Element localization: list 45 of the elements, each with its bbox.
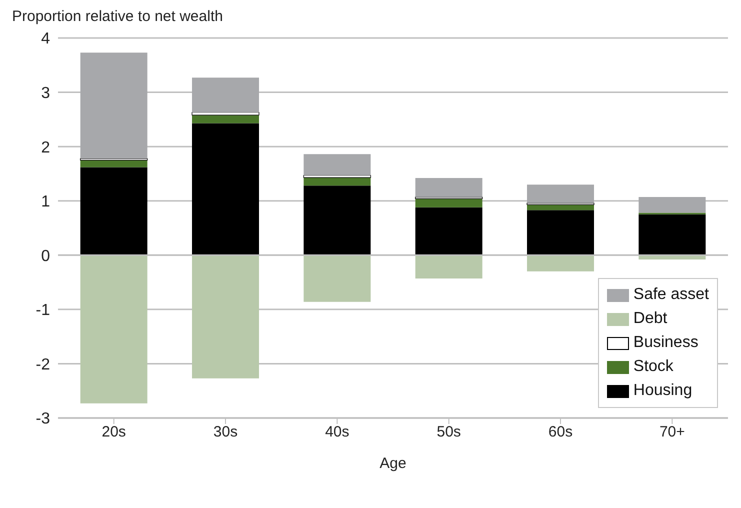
bar [192,123,259,256]
y-tick-label: 2 [41,139,50,156]
bar [638,214,706,256]
x-tick-label: 60s [548,424,573,441]
bar [415,178,482,198]
y-axis-title: Proportion relative to net wealth [12,8,223,25]
legend-label: Business [633,334,698,352]
bar [304,178,371,186]
bar [192,112,260,116]
bar [303,175,371,178]
y-tick-label: 0 [41,248,50,265]
legend-label: Stock [633,358,674,376]
legend-label: Housing [633,382,692,400]
y-tick-label: -2 [36,356,50,374]
bar [80,52,148,159]
bar [638,197,706,213]
bar [80,255,148,404]
bar [415,207,482,256]
x-tick-label: 20s [102,424,126,441]
y-tick-label: 1 [41,194,50,211]
bar [415,198,482,208]
bar [527,210,594,256]
x-tick-label: 50s [436,424,461,441]
bar [80,167,148,256]
y-tick-label: 4 [41,30,50,48]
x-tick-label: 40s [325,424,350,441]
bar [304,255,371,302]
bar [527,204,594,210]
bar [304,154,371,176]
bar [192,78,259,112]
bar [527,184,594,204]
legend-label: Safe asset [633,286,709,304]
bar [192,255,259,378]
x-tick-label: 30s [213,424,238,441]
bar [527,255,594,272]
y-tick-label: 3 [41,84,50,102]
bar [80,160,148,168]
x-tick-label: 70+ [659,424,686,441]
bar [415,255,482,278]
y-tick-label: -1 [36,302,50,320]
x-axis-title: Age [380,455,406,472]
bar [192,115,259,124]
legend-label: Debt [633,310,668,328]
bar [304,186,371,256]
y-tick-label: -3 [36,410,50,428]
